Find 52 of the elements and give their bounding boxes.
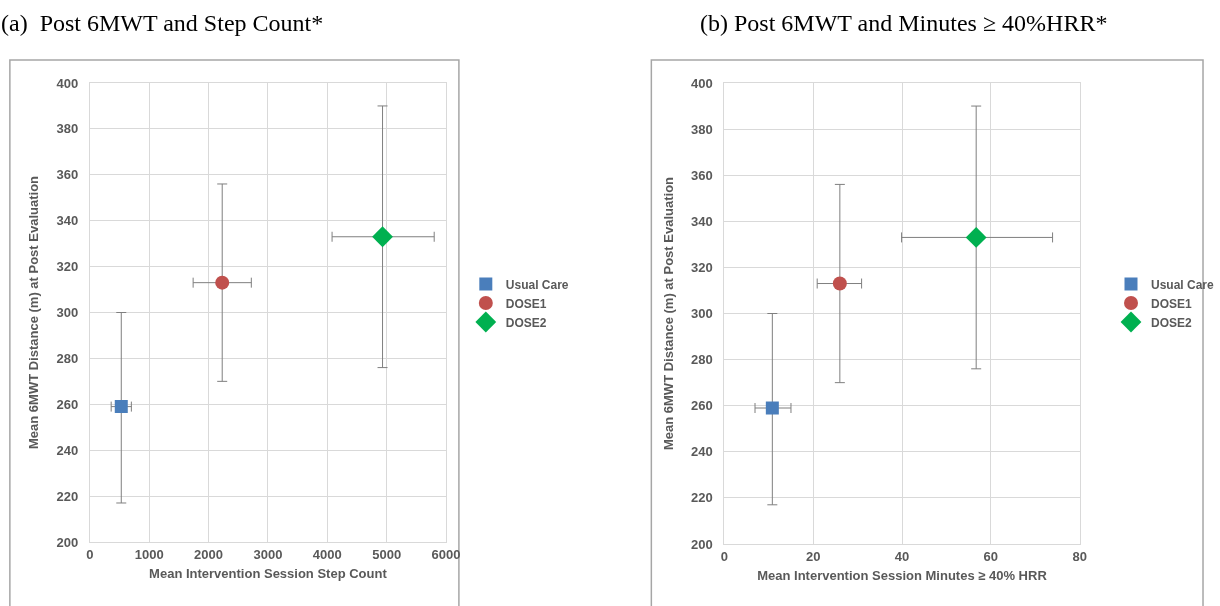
- point: [215, 275, 230, 290]
- y-tick-label: 360: [56, 167, 79, 183]
- point: [965, 227, 987, 248]
- x-tick-label: 3000: [253, 546, 283, 562]
- y-tick-label: 200: [56, 534, 79, 550]
- legend-label: Usual Care: [1151, 277, 1215, 292]
- x-tick-label: 1000: [134, 546, 164, 562]
- y-axis-title: Mean 6MWT Distance (m) at Post Evaluation: [26, 175, 42, 450]
- x-axis-title: Mean Intervention Session Step Count: [149, 566, 388, 582]
- point: [765, 401, 779, 415]
- legend-label: Usual Care: [505, 277, 569, 292]
- x-tick-label: 6000: [431, 546, 461, 562]
- x-tick-label: 60: [983, 548, 999, 564]
- chart-title: (a) Post 6MWT and Step Count*: [1, 10, 324, 36]
- x-tick-label: 0: [86, 546, 94, 562]
- y-tick-label: 260: [56, 396, 79, 412]
- chart-title: (b) Post 6MWT and Minutes ≥ 40%HRR*: [700, 10, 1108, 36]
- legend-label: DOSE1: [1151, 296, 1193, 311]
- legend-label: DOSE2: [1151, 315, 1193, 330]
- y-tick-label: 400: [56, 75, 79, 91]
- y-tick-label: 200: [691, 536, 713, 552]
- y-tick-label: 320: [691, 259, 713, 275]
- legend-label: DOSE1: [505, 296, 547, 311]
- x-tick-label: 5000: [372, 546, 402, 562]
- point: [832, 276, 847, 291]
- x-tick-label: 4000: [312, 546, 342, 562]
- y-tick-label: 380: [691, 121, 713, 137]
- y-tick-label: 240: [691, 444, 713, 460]
- y-tick-label: 340: [56, 213, 79, 229]
- x-tick-label: 2000: [194, 546, 224, 562]
- y-tick-label: 360: [691, 167, 713, 183]
- legend-label: DOSE2: [505, 315, 547, 330]
- point: [372, 226, 393, 248]
- y-tick-label: 240: [56, 442, 79, 458]
- x-axis-title: Mean Intervention Session Minutes ≥ 40% HRR: [757, 568, 1048, 584]
- y-tick-label: 260: [691, 398, 713, 414]
- y-tick-label: 400: [691, 75, 713, 91]
- y-tick-label: 280: [691, 352, 713, 368]
- y-axis-title: Mean 6MWT Distance (m) at Post Evaluation: [661, 176, 677, 451]
- y-tick-label: 280: [56, 350, 79, 366]
- y-tick-label: 220: [56, 488, 79, 504]
- x-tick-label: 40: [894, 548, 910, 564]
- y-tick-label: 380: [56, 121, 79, 137]
- x-tick-label: 0: [720, 548, 728, 564]
- y-tick-label: 300: [56, 305, 79, 321]
- x-tick-label: 80: [1072, 548, 1087, 564]
- x-tick-label: 20: [805, 548, 821, 564]
- y-tick-label: 340: [691, 213, 713, 229]
- point: [114, 400, 128, 414]
- y-tick-label: 220: [691, 490, 713, 506]
- y-tick-label: 300: [691, 306, 713, 322]
- y-tick-label: 320: [56, 259, 79, 275]
